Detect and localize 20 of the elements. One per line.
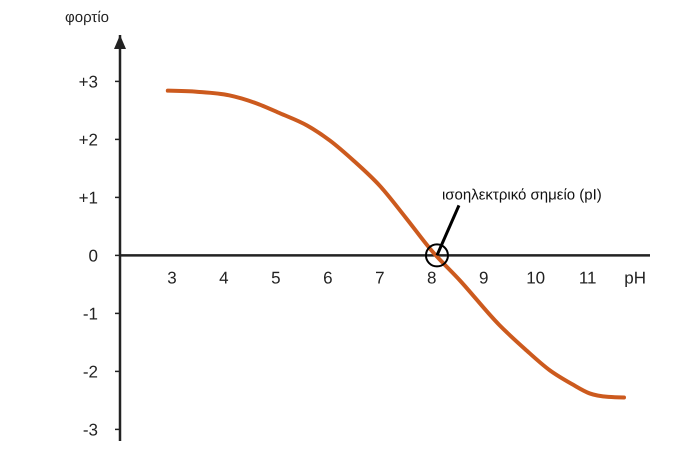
x-tick-label: 6 bbox=[323, 268, 333, 288]
line-series bbox=[166, 88, 626, 400]
x-tick-label: 9 bbox=[478, 268, 488, 288]
y-tick-label: +3 bbox=[78, 72, 98, 92]
y-axis-title: φορτίο bbox=[65, 9, 109, 26]
x-axis-title: pH bbox=[624, 268, 646, 288]
x-tick-label: 7 bbox=[375, 268, 385, 288]
x-tick-label: 4 bbox=[219, 268, 229, 288]
y-tick-label: -3 bbox=[82, 420, 98, 440]
y-tick-label: -1 bbox=[82, 304, 98, 324]
y-tick-label: +1 bbox=[78, 188, 98, 208]
annotation: ισοηλεκτρικό σημείο (pI) bbox=[442, 186, 602, 204]
x-tick-label: 11 bbox=[578, 268, 596, 288]
x-tick-label: 3 bbox=[167, 268, 177, 288]
x-tick-label: 5 bbox=[271, 268, 281, 288]
x-tick-label: 8 bbox=[427, 268, 436, 288]
x-tick-label: 10 bbox=[526, 268, 546, 288]
y-tick-label: -2 bbox=[82, 362, 98, 382]
y-tick-label: +2 bbox=[78, 130, 98, 150]
y-tick-label: 0 bbox=[88, 246, 98, 266]
